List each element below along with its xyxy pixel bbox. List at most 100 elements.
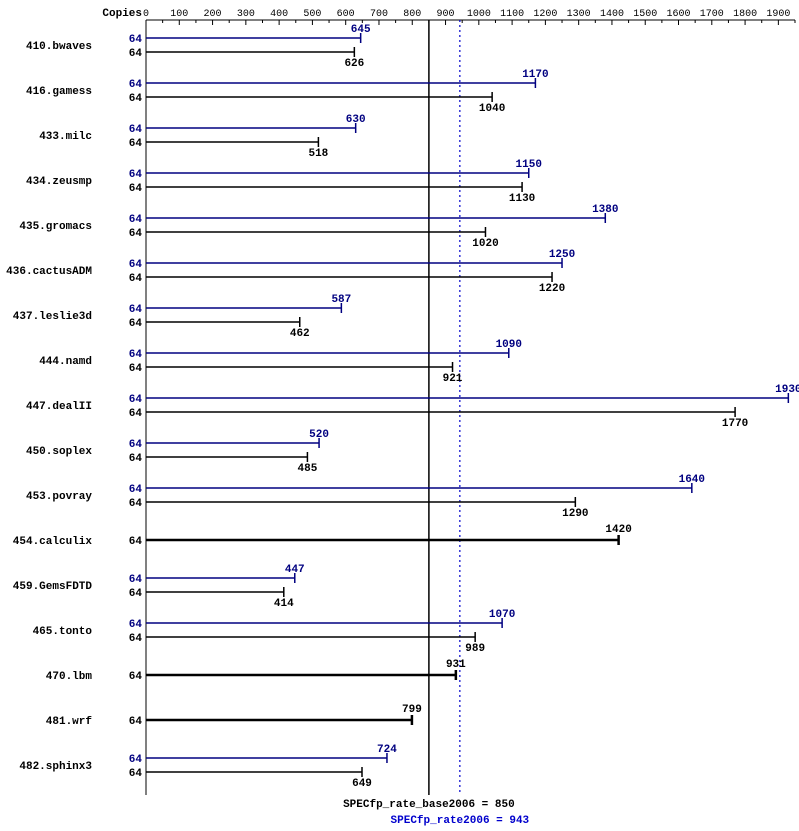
- benchmark-name: 450.soplex: [26, 446, 92, 458]
- value-peak: 587: [331, 294, 351, 306]
- x-tick-label: 700: [370, 9, 388, 20]
- x-tick-label: 900: [437, 9, 455, 20]
- value-peak: 1380: [592, 204, 618, 216]
- value-base: 518: [308, 148, 328, 160]
- copies-value-base: 64: [129, 48, 143, 60]
- value-base: 989: [465, 643, 485, 655]
- x-tick-label: 200: [204, 9, 222, 20]
- value-base: 485: [298, 463, 318, 475]
- copies-value-base: 64: [129, 498, 143, 510]
- value-base: 649: [352, 778, 372, 790]
- copies-value-base: 64: [129, 183, 143, 195]
- value-base: 626: [344, 58, 364, 70]
- value-base: 1420: [605, 524, 631, 536]
- benchmark-name: 482.sphinx3: [19, 761, 92, 773]
- copies-value-peak: 64: [129, 574, 143, 586]
- x-tick-label: 1100: [500, 9, 524, 20]
- value-base: 462: [290, 328, 310, 340]
- x-tick-label: 1900: [766, 9, 790, 20]
- copies-value-peak: 64: [129, 214, 143, 226]
- copies-value-peak: 64: [129, 124, 143, 136]
- benchmark-name: 435.gromacs: [19, 221, 92, 233]
- value-peak: 1070: [489, 609, 515, 621]
- x-tick-label: 1300: [567, 9, 591, 20]
- value-base: 931: [446, 659, 466, 671]
- value-base: 1770: [722, 418, 748, 430]
- value-peak: 1640: [679, 474, 705, 486]
- copies-value-peak: 64: [129, 394, 143, 406]
- value-base: 1020: [472, 238, 498, 250]
- copies-header: Copies: [102, 8, 142, 20]
- benchmark-name: 447.dealII: [26, 401, 92, 413]
- value-base: 414: [274, 598, 294, 610]
- x-tick-label: 500: [303, 9, 321, 20]
- copies-value-base: 64: [129, 588, 143, 600]
- x-tick-label: 1200: [533, 9, 557, 20]
- copies-value-peak: 64: [129, 484, 143, 496]
- copies-value-base: 64: [129, 228, 143, 240]
- benchmark-name: 436.cactusADM: [6, 266, 92, 278]
- copies-value-peak: 64: [129, 349, 143, 361]
- copies-value-base: 64: [129, 273, 143, 285]
- copies-value-base: 64: [129, 93, 143, 105]
- copies-value: 64: [129, 671, 143, 683]
- copies-value-peak: 64: [129, 169, 143, 181]
- benchmark-name: 444.namd: [39, 356, 92, 368]
- benchmark-name: 481.wrf: [46, 716, 93, 728]
- x-tick-label: 600: [337, 9, 355, 20]
- x-tick-label: 1700: [700, 9, 724, 20]
- value-base: 1290: [562, 508, 588, 520]
- x-tick-label: 0: [143, 9, 149, 20]
- copies-value-base: 64: [129, 408, 143, 420]
- copies-value-peak: 64: [129, 79, 143, 91]
- x-tick-label: 1000: [467, 9, 491, 20]
- benchmark-name: 465.tonto: [33, 626, 93, 638]
- copies-value-base: 64: [129, 363, 143, 375]
- value-peak: 645: [351, 24, 371, 36]
- value-peak: 1250: [549, 249, 575, 261]
- value-peak: 630: [346, 114, 366, 126]
- copies-value-base: 64: [129, 138, 143, 150]
- value-peak: 1090: [496, 339, 522, 351]
- copies-value-base: 64: [129, 768, 143, 780]
- benchmark-name: 470.lbm: [46, 671, 93, 683]
- value-peak: 1150: [516, 159, 542, 171]
- value-peak: 1930: [775, 384, 799, 396]
- value-base: 799: [402, 704, 422, 716]
- x-tick-label: 400: [270, 9, 288, 20]
- benchmark-name: 433.milc: [39, 131, 92, 143]
- copies-value-peak: 64: [129, 619, 143, 631]
- x-tick-label: 800: [403, 9, 421, 20]
- value-peak: 447: [285, 564, 305, 576]
- value-base: 1220: [539, 283, 565, 295]
- x-tick-label: 100: [170, 9, 188, 20]
- value-peak: 724: [377, 744, 397, 756]
- x-tick-label: 300: [237, 9, 255, 20]
- x-tick-label: 1800: [733, 9, 757, 20]
- ref-label-peak: SPECfp_rate2006 = 943: [391, 815, 530, 827]
- copies-value: 64: [129, 536, 143, 548]
- x-tick-label: 1600: [667, 9, 691, 20]
- copies-value-base: 64: [129, 633, 143, 645]
- copies-value-peak: 64: [129, 34, 143, 46]
- spec-chart: 0 100 200 300 400 500 600 700 800 900 1000 1100 1200…: [0, 0, 799, 831]
- benchmark-name: 410.bwaves: [26, 41, 92, 53]
- benchmark-name: 454.calculix: [13, 536, 93, 548]
- value-peak: 1170: [522, 69, 548, 81]
- value-peak: 520: [309, 429, 329, 441]
- value-base: 1040: [479, 103, 505, 115]
- x-tick-label: 1400: [600, 9, 624, 20]
- benchmark-name: 459.GemsFDTD: [13, 581, 93, 593]
- benchmark-name: 453.povray: [26, 491, 92, 503]
- copies-value-base: 64: [129, 318, 143, 330]
- x-tick-label: 1500: [633, 9, 657, 20]
- value-base: 921: [443, 373, 463, 385]
- copies-value-peak: 64: [129, 754, 143, 766]
- benchmark-name: 437.leslie3d: [13, 311, 92, 323]
- copies-value-peak: 64: [129, 439, 143, 451]
- copies-value-base: 64: [129, 453, 143, 465]
- copies-value: 64: [129, 716, 143, 728]
- ref-label-base: SPECfp_rate_base2006 = 850: [343, 799, 515, 811]
- benchmark-name: 434.zeusmp: [26, 176, 92, 188]
- copies-value-peak: 64: [129, 259, 143, 271]
